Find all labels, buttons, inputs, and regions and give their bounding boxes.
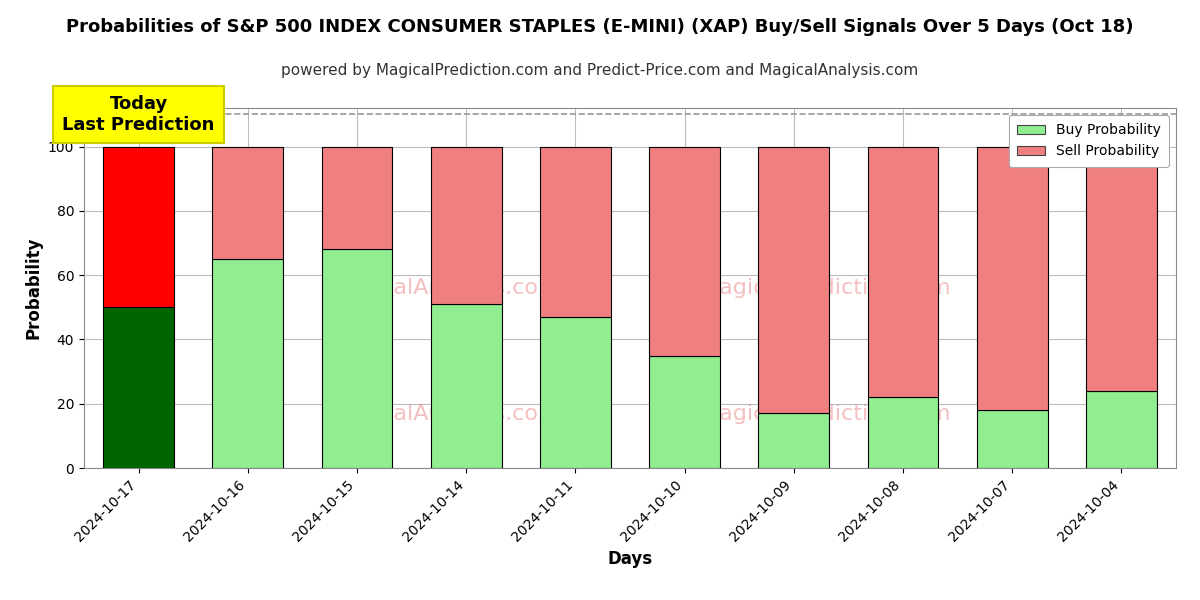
Text: MagicalPrediction.com: MagicalPrediction.com xyxy=(701,404,952,424)
Bar xyxy=(649,355,720,468)
X-axis label: Days: Days xyxy=(607,550,653,568)
Bar xyxy=(540,146,611,317)
Bar xyxy=(431,304,502,468)
Text: MagicalAnalysis.com: MagicalAnalysis.com xyxy=(329,278,560,298)
Bar xyxy=(540,317,611,468)
Y-axis label: Probability: Probability xyxy=(24,237,42,339)
Bar xyxy=(758,413,829,468)
Bar xyxy=(212,146,283,259)
Bar xyxy=(103,307,174,468)
Bar xyxy=(868,397,938,468)
Bar xyxy=(649,146,720,355)
Bar xyxy=(977,146,1048,410)
Bar xyxy=(431,146,502,304)
Text: Today
Last Prediction: Today Last Prediction xyxy=(62,95,215,134)
Bar xyxy=(212,259,283,468)
Bar xyxy=(1086,146,1157,391)
Text: powered by MagicalPrediction.com and Predict-Price.com and MagicalAnalysis.com: powered by MagicalPrediction.com and Pre… xyxy=(281,63,919,78)
Text: Probabilities of S&P 500 INDEX CONSUMER STAPLES (E-MINI) (XAP) Buy/Sell Signals : Probabilities of S&P 500 INDEX CONSUMER … xyxy=(66,18,1134,36)
Legend: Buy Probability, Sell Probability: Buy Probability, Sell Probability xyxy=(1009,115,1169,167)
Bar xyxy=(1086,391,1157,468)
Bar xyxy=(103,146,174,307)
Bar xyxy=(868,146,938,397)
Bar xyxy=(322,250,392,468)
Bar xyxy=(322,146,392,250)
Text: MagicalPrediction.com: MagicalPrediction.com xyxy=(701,278,952,298)
Bar xyxy=(977,410,1048,468)
Text: MagicalAnalysis.com: MagicalAnalysis.com xyxy=(329,404,560,424)
Bar xyxy=(758,146,829,413)
